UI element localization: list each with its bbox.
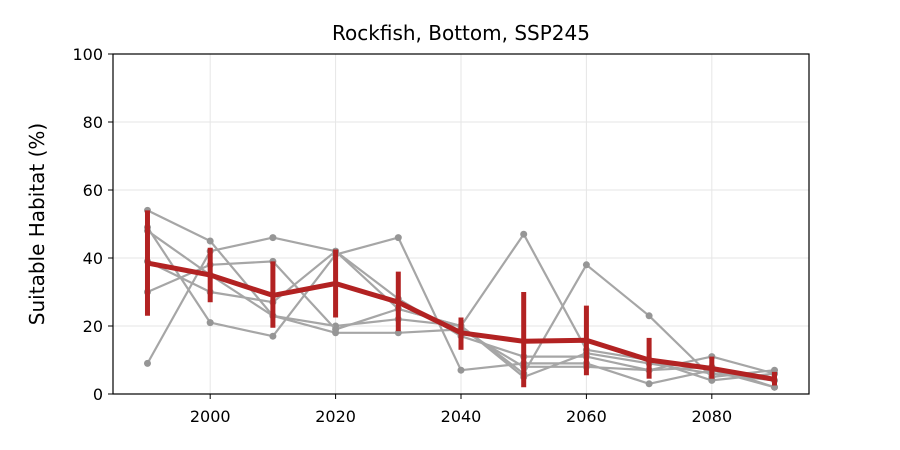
y-tick-label: 0 — [93, 385, 103, 404]
model-series-point — [206, 319, 214, 327]
x-tick-label: 2060 — [566, 407, 607, 426]
model-series-point — [457, 366, 465, 374]
x-tick-label: 2000 — [190, 407, 231, 426]
mean-layer — [144, 210, 778, 388]
model-series-point — [645, 312, 653, 320]
y-tick-label: 80 — [83, 113, 103, 132]
y-tick-label: 60 — [83, 181, 103, 200]
model-series-point — [645, 380, 653, 388]
model-series-point — [394, 234, 402, 242]
model-series-point — [269, 332, 277, 340]
model-series-point — [520, 230, 528, 238]
y-tick-label: 40 — [83, 249, 103, 268]
model-series-point — [269, 234, 277, 242]
model-series-point — [206, 237, 214, 245]
chart-title: Rockfish, Bottom, SSP245 — [332, 21, 590, 45]
y-tick-label: 100 — [72, 45, 103, 64]
x-tick-label: 2040 — [441, 407, 482, 426]
x-tick-label: 2080 — [691, 407, 732, 426]
model-series-point — [143, 359, 151, 367]
x-tick-label: 2020 — [315, 407, 356, 426]
y-tick-label: 20 — [83, 317, 103, 336]
model-series-point — [582, 261, 590, 269]
model-series-point — [332, 329, 340, 337]
y-axis-title: Suitable Habitat (%) — [25, 123, 49, 325]
